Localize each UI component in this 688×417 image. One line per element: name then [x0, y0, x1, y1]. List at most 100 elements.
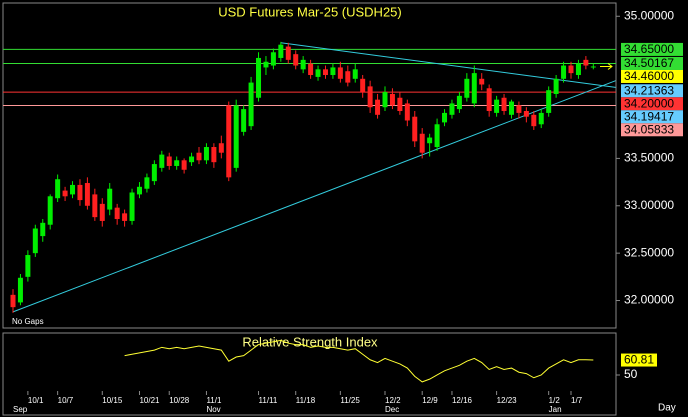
- candle-body: [471, 73, 477, 104]
- candle-body: [479, 78, 485, 85]
- candle-body: [449, 103, 455, 115]
- y-tick-label: 32.50000: [624, 245, 674, 259]
- chart-title: USD Futures Mar-25 (USDH25): [218, 4, 402, 19]
- level-label: 34.65000: [624, 42, 674, 56]
- candle-body: [523, 111, 529, 117]
- candle-body: [464, 78, 470, 98]
- x-tick-label: 10/28: [169, 396, 190, 405]
- trendline: [12, 80, 616, 313]
- y-tick-label: 33.50000: [624, 151, 674, 165]
- period-label: Day: [658, 403, 676, 414]
- level-label-box: [621, 84, 683, 98]
- candle-body: [189, 156, 195, 163]
- candle-body: [293, 54, 299, 66]
- candle-body: [211, 147, 217, 163]
- candle-body: [10, 294, 16, 308]
- candle-body: [248, 82, 254, 127]
- candle-body: [114, 207, 120, 220]
- level-label-box: [621, 110, 683, 124]
- candle-body: [575, 63, 581, 76]
- candle-body: [84, 183, 90, 206]
- candle-body: [308, 63, 314, 76]
- candle-body: [553, 78, 559, 94]
- y-tick-label: 35.00000: [624, 8, 674, 22]
- candle-body: [62, 190, 68, 197]
- candle-body: [226, 105, 232, 178]
- candle-body: [144, 177, 150, 189]
- candle-body: [181, 160, 187, 170]
- trendline: [280, 42, 616, 88]
- candle-body: [382, 92, 388, 108]
- candle-body: [583, 59, 589, 66]
- candle-body: [99, 203, 105, 221]
- candle-body: [322, 69, 328, 76]
- price-plot: [3, 41, 616, 313]
- candle-body: [107, 188, 113, 210]
- indicator-value-box: [621, 353, 657, 367]
- x-tick-label: 1/7: [571, 396, 583, 405]
- indicator-value-label: 60.81: [624, 353, 654, 367]
- x-tick-label: 10/21: [139, 396, 160, 405]
- candle-body: [546, 90, 552, 113]
- candle-body: [129, 192, 135, 221]
- x-tick-label: 12/16: [452, 396, 473, 405]
- candle-body: [375, 99, 381, 115]
- candle-body: [442, 112, 448, 123]
- month-label: Jan: [549, 405, 562, 414]
- candle-body: [70, 184, 76, 195]
- candle-body: [25, 255, 31, 277]
- candle-body: [92, 194, 98, 218]
- gap-note: No Gaps: [12, 317, 44, 326]
- x-tick-label: 11/18: [296, 396, 316, 405]
- candle-body: [412, 116, 418, 142]
- x-tick-label: 12/9: [422, 396, 438, 405]
- candle-body: [360, 78, 366, 93]
- level-label-box: [621, 42, 683, 56]
- month-label: Dec: [385, 405, 399, 414]
- candle-body: [337, 67, 343, 79]
- candle-body: [590, 66, 596, 68]
- candle-body: [136, 186, 142, 195]
- candle-body: [352, 69, 358, 79]
- x-tick-label: 11/11: [259, 396, 278, 405]
- candle-body: [315, 69, 321, 77]
- candle-body: [330, 67, 336, 76]
- indicator-panel: [2, 332, 617, 416]
- x-tick-label: 12/2: [385, 396, 401, 405]
- candle-body: [174, 160, 180, 166]
- candle-body: [159, 154, 165, 168]
- candle-body: [561, 65, 567, 79]
- candle-body: [55, 179, 61, 199]
- level-label-box: [621, 123, 683, 137]
- y-tick-label: 32.00000: [624, 293, 674, 307]
- candle-body: [434, 124, 440, 148]
- candle-body: [256, 57, 262, 98]
- level-label: 34.20000: [624, 96, 674, 110]
- x-tick-label: 10/15: [102, 396, 123, 405]
- level-label: 34.19417: [624, 109, 674, 123]
- candle-body: [427, 137, 433, 144]
- candle-body: [300, 59, 306, 70]
- candle-body: [203, 147, 209, 161]
- y-tick-label: 33.00000: [624, 198, 674, 212]
- x-tick-label: 12/23: [497, 396, 518, 405]
- candle-body: [233, 105, 239, 168]
- candle-body: [218, 143, 224, 153]
- candle-body: [278, 44, 284, 58]
- indicator-tick-label: 50: [624, 367, 638, 381]
- candle-body: [263, 61, 269, 68]
- month-label: Sep: [13, 405, 28, 414]
- candle-body: [241, 109, 247, 132]
- candle-body: [367, 86, 373, 108]
- candle-body: [17, 277, 23, 303]
- candle-body: [531, 114, 537, 127]
- x-tick-label: 11/25: [340, 396, 360, 405]
- price-panel: [2, 2, 617, 329]
- candle-body: [568, 65, 574, 74]
- indicator-title: Relative Strength Index: [242, 334, 378, 349]
- level-label-box: [621, 69, 683, 83]
- x-tick-label: 10/7: [58, 396, 74, 405]
- level-label: 34.46000: [624, 69, 674, 83]
- candle-body: [538, 112, 544, 125]
- candle-body: [196, 152, 202, 161]
